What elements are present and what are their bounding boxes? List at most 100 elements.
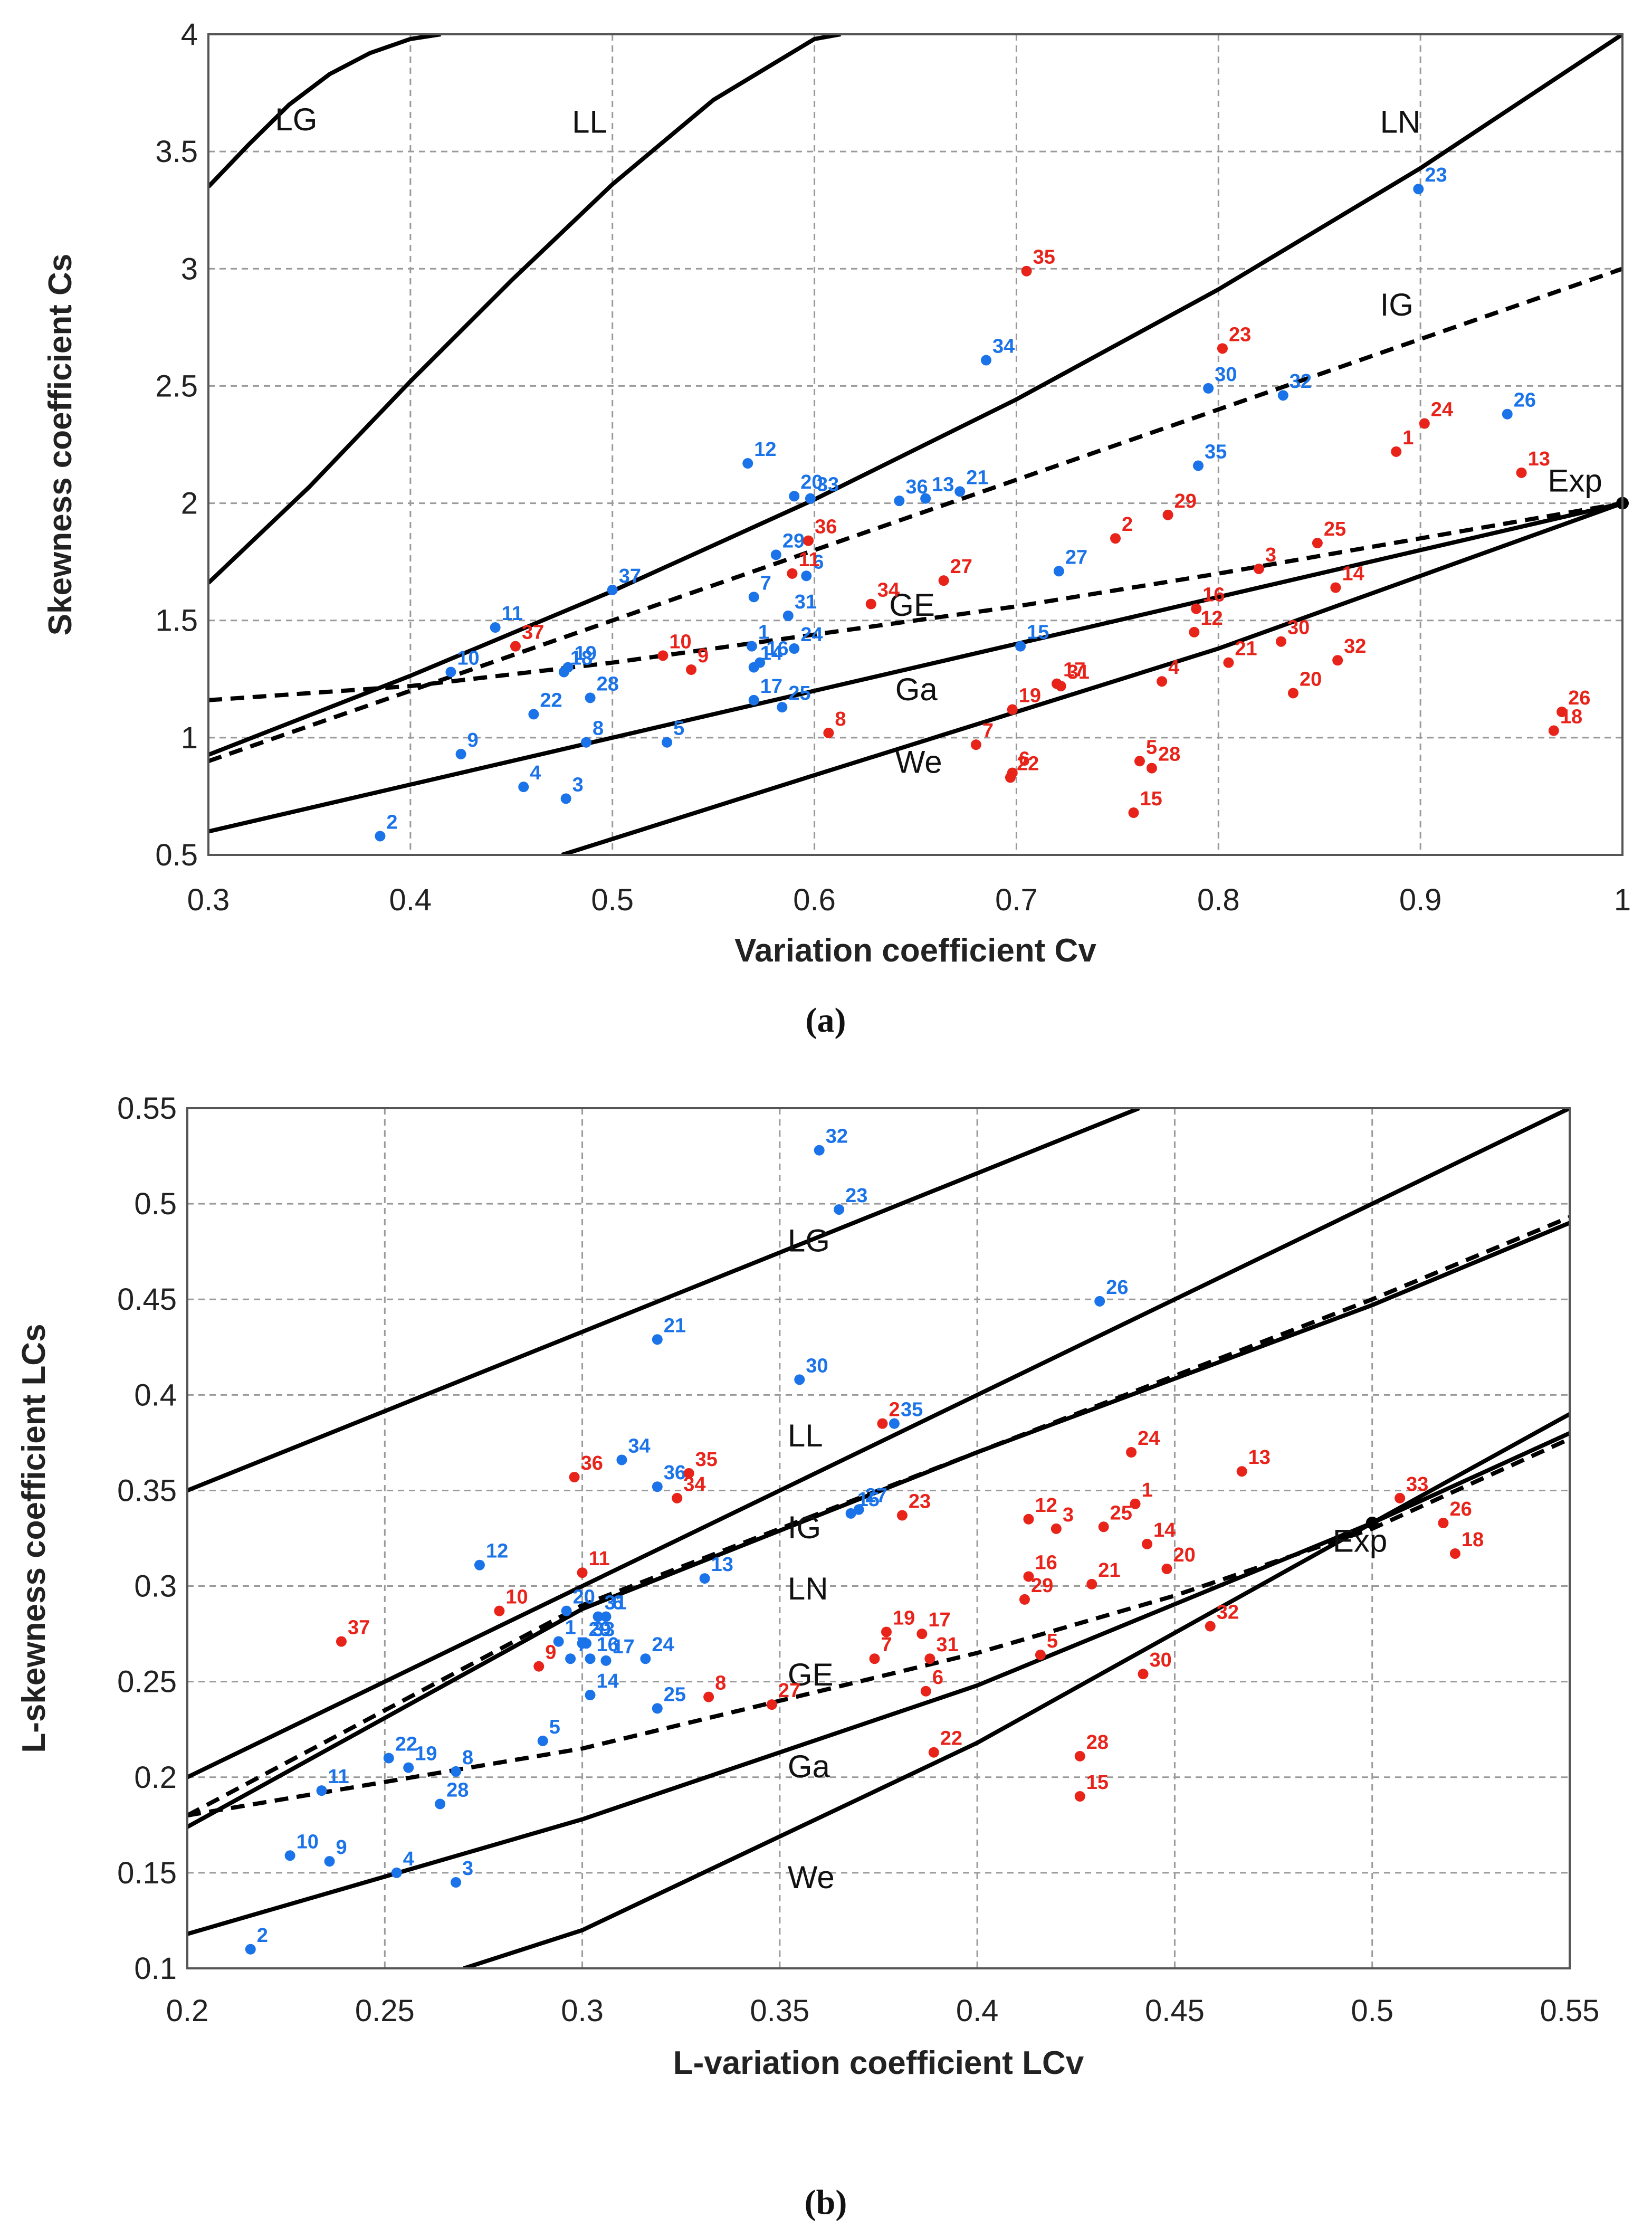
blue-point-6 — [600, 1611, 612, 1622]
chart-panel-b: 0.2 0.25 0.3 0.35 0.4 0.45 0.5 0.550.10.150.20.… — [16, 1091, 1599, 2081]
curve-we — [463, 1412, 1570, 1968]
red-point-27 — [938, 575, 949, 586]
curve-label-lg: LG — [788, 1223, 830, 1259]
red-point-label-1: 1 — [1142, 1479, 1153, 1501]
blue-point-label-20: 20 — [800, 471, 823, 493]
red-point-29 — [1019, 1594, 1030, 1605]
red-point-22 — [1005, 772, 1016, 783]
x-tick-label: 0.3 — [561, 1994, 604, 2028]
red-point-4 — [1157, 676, 1168, 687]
red-point-label-6: 6 — [932, 1667, 943, 1689]
blue-point-31 — [593, 1611, 604, 1622]
red-point-label-6: 6 — [1019, 748, 1030, 770]
blue-point-34 — [616, 1454, 627, 1465]
red-point-label-30: 30 — [1287, 617, 1310, 639]
curve-ga — [187, 1431, 1570, 1936]
red-point-label-36: 36 — [815, 516, 837, 538]
blue-point-label-16: 16 — [766, 638, 788, 660]
red-point-7 — [869, 1653, 880, 1664]
y-tick-label: 4 — [181, 17, 198, 52]
curve-label-exp: Exp — [1333, 1523, 1387, 1558]
red-point-label-16: 16 — [1202, 584, 1225, 606]
red-point-21 — [1223, 657, 1234, 668]
blue-point-4 — [518, 782, 529, 793]
blue-point-36 — [894, 496, 905, 507]
red-point-label-33: 33 — [1406, 1473, 1428, 1496]
red-point-label-35: 35 — [695, 1449, 718, 1471]
red-point-label-9: 9 — [698, 645, 709, 667]
red-point-label-27: 27 — [778, 1680, 800, 1702]
red-point-2 — [877, 1418, 888, 1429]
blue-point-label-20: 20 — [573, 1586, 595, 1608]
curve-ln — [187, 1221, 1570, 1829]
red-point-label-28: 28 — [1158, 744, 1180, 766]
curve-label-ll: LL — [572, 104, 607, 140]
red-point-label-10: 10 — [505, 1586, 528, 1608]
red-point-5 — [1134, 756, 1145, 767]
red-point-label-17: 17 — [928, 1609, 950, 1631]
x-tick-label: 0.7 — [995, 883, 1038, 917]
red-point-label-8: 8 — [835, 708, 846, 730]
blue-point-17 — [600, 1655, 612, 1666]
red-point-36 — [803, 535, 814, 546]
red-point-11 — [577, 1567, 588, 1578]
red-point-label-31: 31 — [1067, 661, 1090, 683]
red-point-14 — [1330, 582, 1341, 593]
red-point-13 — [1236, 1466, 1247, 1477]
red-point-label-9: 9 — [545, 1642, 556, 1664]
blue-point-label-4: 4 — [403, 1848, 414, 1870]
red-point-8 — [703, 1691, 714, 1702]
blue-point-14 — [585, 1690, 596, 1701]
blue-point-label-24: 24 — [800, 624, 823, 646]
blue-point-1 — [746, 641, 757, 652]
x-tick-label: 0.5 — [591, 883, 634, 917]
blue-point-label-14: 14 — [597, 1670, 619, 1692]
red-point-25 — [1312, 538, 1323, 549]
red-point-12 — [1023, 1513, 1034, 1525]
blue-point-label-26: 26 — [1514, 389, 1536, 412]
red-point-label-15: 15 — [1140, 788, 1162, 810]
blue-point-label-10: 10 — [297, 1831, 319, 1853]
red-point-20 — [1161, 1563, 1172, 1574]
red-point-15 — [1128, 807, 1139, 818]
y-tick-label: 0.5 — [134, 1187, 177, 1221]
red-point-label-21: 21 — [1235, 638, 1257, 660]
x-tick-label: 0.8 — [1197, 883, 1240, 917]
red-point-label-35: 35 — [1033, 246, 1055, 269]
red-point-label-12: 12 — [1035, 1494, 1057, 1517]
blue-point-label-34: 34 — [992, 336, 1015, 358]
blue-point-17 — [748, 694, 759, 706]
blue-point-label-11: 11 — [328, 1766, 349, 1788]
red-point-26 — [1556, 706, 1568, 717]
red-point-label-10: 10 — [669, 631, 691, 653]
y-tick-label: 0.1 — [134, 1951, 177, 1986]
y-tick-label: 1 — [181, 721, 198, 755]
blue-point-label-37: 37 — [619, 565, 641, 587]
blue-point-label-28: 28 — [597, 673, 619, 695]
red-point-34 — [865, 598, 876, 610]
curve-ga — [208, 501, 1622, 834]
red-point-label-11: 11 — [798, 549, 819, 571]
red-point-28 — [1146, 763, 1157, 774]
red-point-16 — [1023, 1571, 1034, 1582]
panel-b-label: (b) — [805, 2183, 847, 2222]
red-point-label-13: 13 — [1528, 448, 1550, 470]
red-point-3 — [1051, 1523, 1062, 1534]
x-tick-label: 0.35 — [750, 1994, 809, 2028]
red-point-label-27: 27 — [950, 556, 972, 578]
blue-point-31 — [782, 610, 794, 621]
blue-point-25 — [652, 1703, 663, 1714]
blue-point-label-18: 18 — [570, 647, 593, 669]
blue-point-label-16: 16 — [597, 1634, 619, 1656]
y-tick-label: 0.2 — [134, 1760, 177, 1795]
blue-point-label-36: 36 — [664, 1462, 686, 1484]
blue-point-8 — [451, 1766, 462, 1777]
blue-point-12 — [474, 1559, 485, 1570]
red-point-22 — [928, 1747, 939, 1758]
y-axis-label: Skewness coefficient Cs — [42, 254, 79, 636]
red-point-label-30: 30 — [1150, 1649, 1172, 1671]
blue-point-label-17: 17 — [612, 1636, 634, 1658]
blue-point-label-27: 27 — [1065, 546, 1087, 568]
blue-point-label-29: 29 — [589, 1618, 611, 1641]
